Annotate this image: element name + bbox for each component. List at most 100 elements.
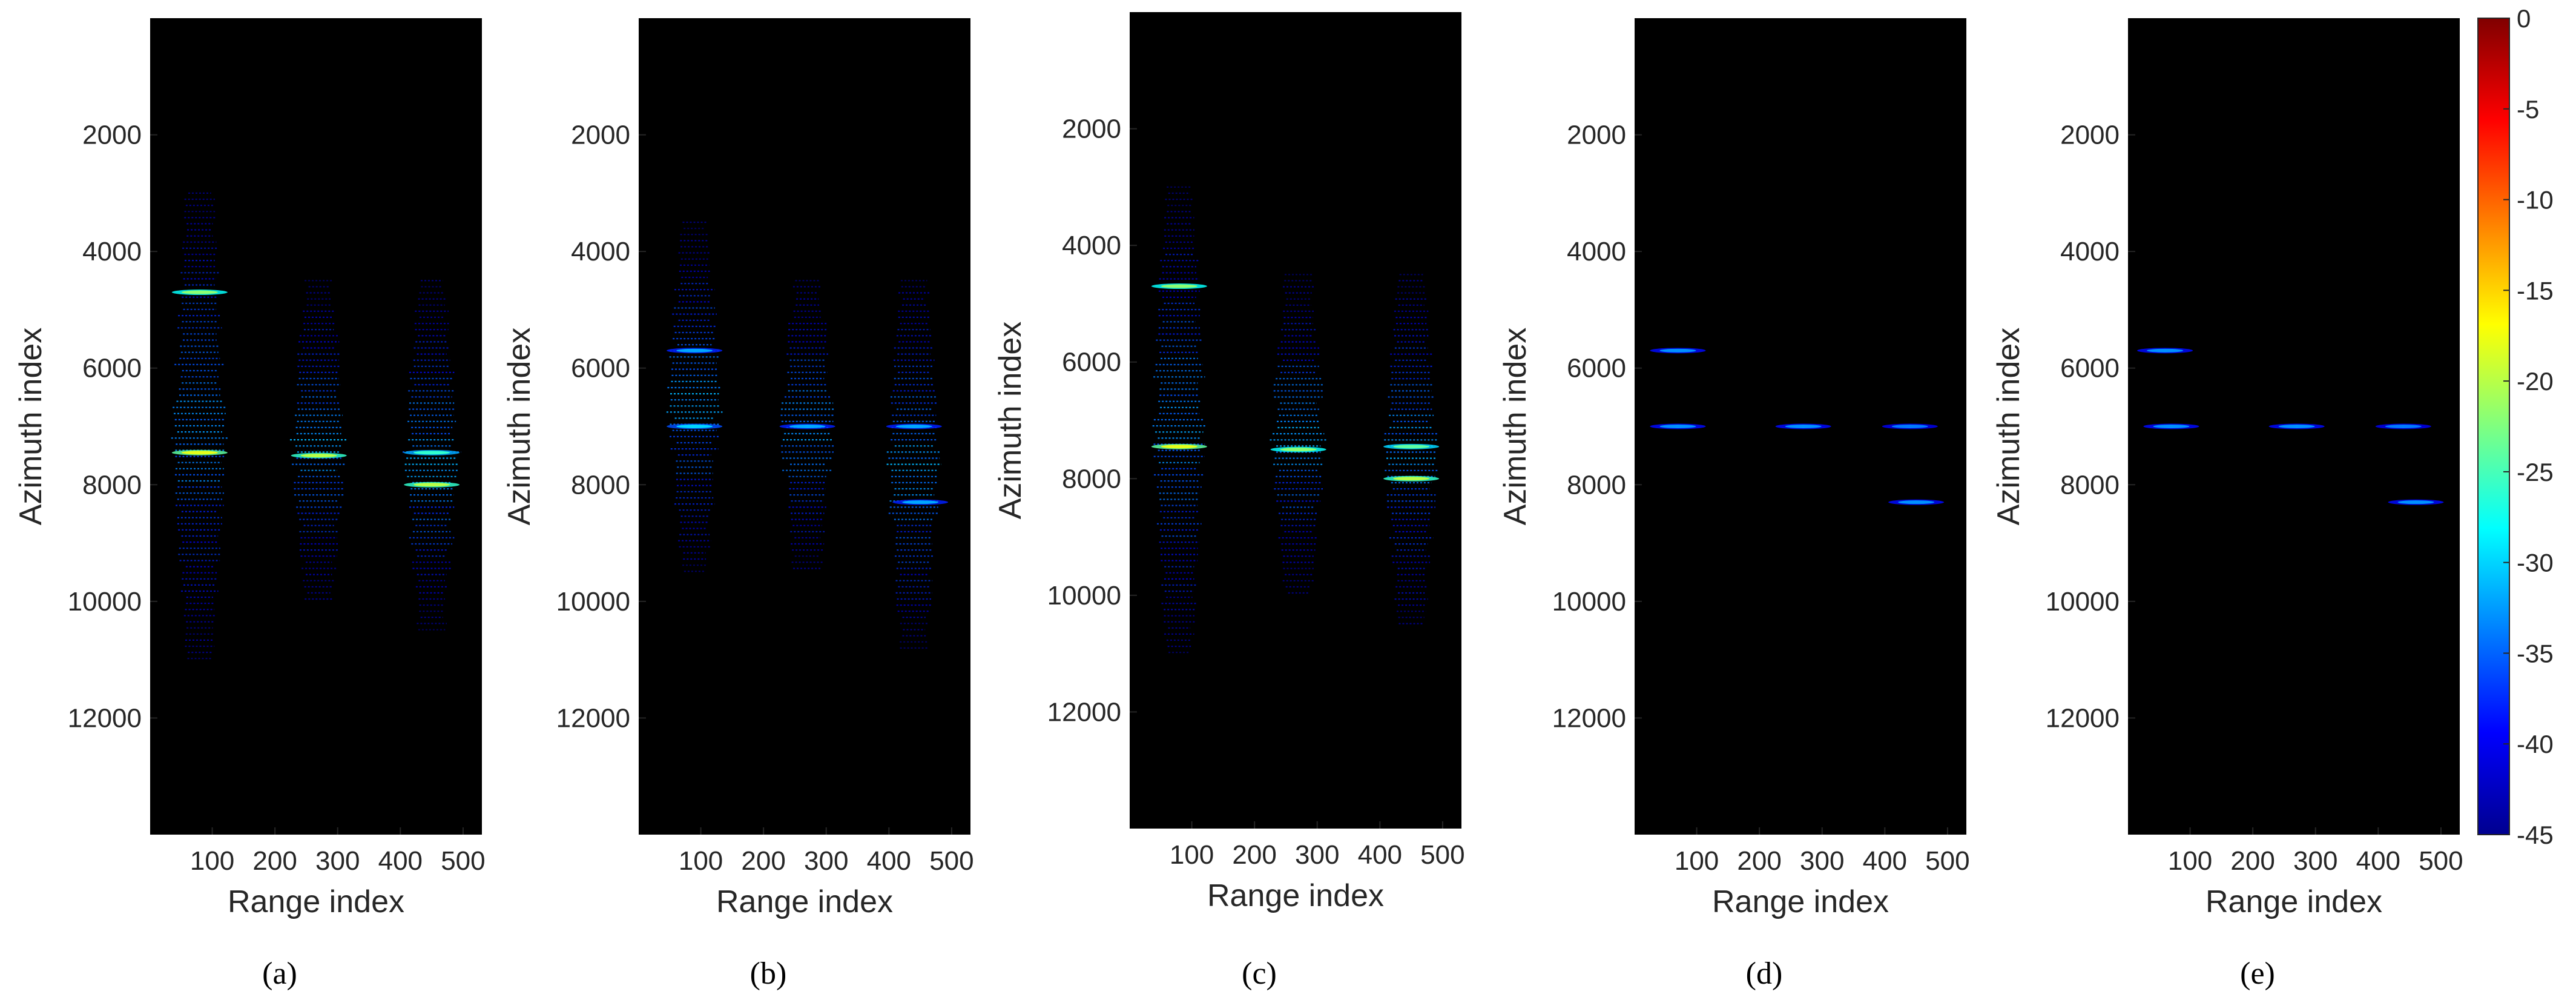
x-tick-label: 100 xyxy=(679,846,723,876)
x-axis-title: Range index xyxy=(1207,878,1384,913)
colorbar-tick-label: -40 xyxy=(2517,730,2554,758)
panel-caption: (a) xyxy=(262,956,297,991)
clutter-b xyxy=(666,221,941,649)
clutter-stripe xyxy=(403,280,461,631)
target-point xyxy=(2147,348,2184,353)
clutter-stripe xyxy=(1270,274,1327,594)
clutter-stripe xyxy=(171,192,228,660)
x-tick-label: 400 xyxy=(867,846,911,876)
colorbar-tick-label: -35 xyxy=(2517,639,2554,667)
target-point xyxy=(789,425,826,428)
clutter-stripe xyxy=(1152,186,1206,654)
colorbar-tick-label: -10 xyxy=(2517,186,2554,214)
clutter-stripe xyxy=(886,280,941,649)
x-tick-label: 300 xyxy=(1800,846,1844,876)
y-axis-title: Azimuth index xyxy=(1498,328,1533,526)
x-tick-label: 400 xyxy=(378,846,423,876)
y-tick-label: 6000 xyxy=(1567,354,1626,383)
y-tick-label: 12000 xyxy=(2046,703,2120,733)
colorbar-tick-label: -15 xyxy=(2517,276,2554,305)
targets-c xyxy=(1151,283,1440,482)
panel-caption: (e) xyxy=(2240,956,2275,991)
x-tick-label: 400 xyxy=(1358,840,1402,870)
clutter-c xyxy=(1152,186,1438,654)
target-point xyxy=(902,500,939,505)
target-point xyxy=(181,290,218,294)
colorbar-tick-label: -45 xyxy=(2517,821,2554,849)
plot-area xyxy=(150,18,482,835)
target-point xyxy=(2385,425,2422,428)
x-tick-label: 400 xyxy=(2356,846,2400,876)
panel-b: 100 200 300 400 500 2000 4000 6000 8000 10000 1200… xyxy=(502,18,974,991)
x-tick-label: 500 xyxy=(1420,840,1464,870)
clutter-stripe xyxy=(780,280,834,569)
x-tick-label: 200 xyxy=(1232,840,1276,870)
x-tick-label: 100 xyxy=(1675,846,1719,876)
target-point xyxy=(1393,477,1430,481)
x-axis-title: Range index xyxy=(2205,884,2382,919)
axes-c: 100 200 300 400 500 2000 4000 6000 8000 10000 1200… xyxy=(1047,114,1465,870)
y-tick-label: 8000 xyxy=(2060,470,2120,500)
y-tick-label: 10000 xyxy=(68,587,142,617)
target-point xyxy=(1161,445,1197,449)
y-tick-label: 10000 xyxy=(1552,587,1626,617)
y-tick-label: 2000 xyxy=(82,121,142,150)
colorbar-tick-label: -5 xyxy=(2517,95,2539,124)
panel-d: 100 200 300 400 500 2000 4000 6000 8000 10000 1200… xyxy=(1498,18,1970,991)
y-tick-label: 4000 xyxy=(2060,237,2120,266)
target-point xyxy=(1659,348,1696,353)
y-tick-label: 12000 xyxy=(68,703,142,733)
x-tick-label: 300 xyxy=(2293,846,2337,876)
x-tick-label: 100 xyxy=(190,846,234,876)
y-tick-label: 10000 xyxy=(1047,581,1121,611)
panel-e: 100 200 300 400 500 2000 4000 6000 8000 10000 1200… xyxy=(1991,18,2463,991)
target-point xyxy=(1891,425,1928,428)
target-point xyxy=(2278,425,2315,428)
y-tick-label: 2000 xyxy=(2060,121,2120,150)
y-tick-label: 12000 xyxy=(1552,703,1626,733)
x-tick-label: 200 xyxy=(741,846,785,876)
y-tick-label: 12000 xyxy=(1047,697,1121,727)
axes-b: 100 200 300 400 500 2000 4000 6000 8000 10000 1200… xyxy=(556,121,974,876)
x-axis-title: Range index xyxy=(1712,884,1889,919)
y-tick-label: 8000 xyxy=(1567,470,1626,500)
panel-caption: (c) xyxy=(1242,956,1277,991)
x-tick-label: 100 xyxy=(2168,846,2212,876)
y-tick-label: 6000 xyxy=(1062,348,1121,377)
x-tick-label: 200 xyxy=(1737,846,1781,876)
x-tick-label: 500 xyxy=(929,846,973,876)
y-tick-label: 4000 xyxy=(571,237,630,266)
x-axis-title: Range index xyxy=(716,884,893,919)
y-tick-label: 4000 xyxy=(1567,237,1626,266)
target-point xyxy=(181,451,218,455)
target-point xyxy=(2397,500,2434,505)
y-tick-label: 10000 xyxy=(556,587,630,617)
y-axis-title: Azimuth index xyxy=(1991,328,2026,526)
targets-d xyxy=(1650,348,1945,505)
x-tick-label: 200 xyxy=(2230,846,2275,876)
targets-e xyxy=(2137,348,2444,505)
panel-c: 100 200 300 400 500 2000 4000 6000 8000 10000 1200… xyxy=(993,12,1465,991)
clutter-stripe xyxy=(1384,274,1438,624)
y-tick-label: 2000 xyxy=(1567,121,1626,150)
y-tick-label: 2000 xyxy=(1062,114,1121,144)
colorbar-tick-label: 0 xyxy=(2517,4,2531,33)
y-tick-label: 10000 xyxy=(2046,587,2120,617)
targets-b xyxy=(667,348,949,505)
clutter-a xyxy=(171,192,461,660)
target-point xyxy=(676,348,713,353)
y-tick-label: 6000 xyxy=(82,354,142,383)
panel-caption: (d) xyxy=(1746,956,1783,991)
target-point xyxy=(895,425,932,428)
target-point xyxy=(1785,425,1822,428)
y-axis-title: Azimuth index xyxy=(13,328,48,526)
target-point xyxy=(300,454,337,458)
target-point xyxy=(1659,425,1696,428)
y-tick-label: 12000 xyxy=(556,703,630,733)
x-tick-label: 200 xyxy=(252,846,297,876)
y-axis-title: Azimuth index xyxy=(993,322,1028,520)
axes-a: 100 200 300 400 500 2000 4000 6000 8000 10000 1200… xyxy=(68,121,486,876)
y-tick-label: 4000 xyxy=(82,237,142,266)
y-tick-label: 8000 xyxy=(82,470,142,500)
